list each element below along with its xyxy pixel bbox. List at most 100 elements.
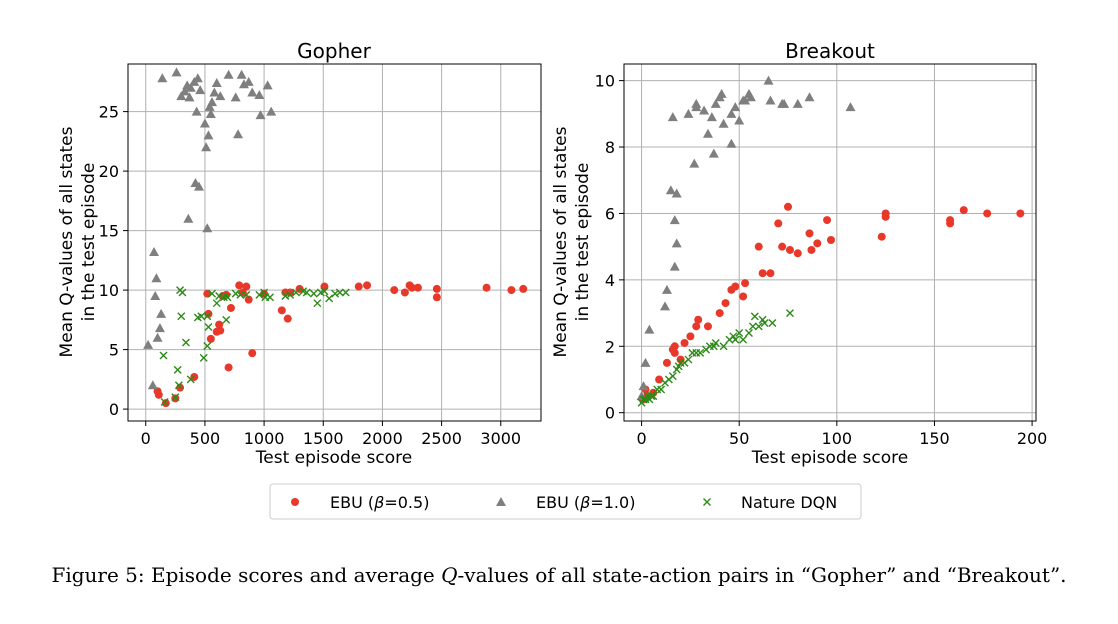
gopher-point-triangle [156, 308, 167, 318]
legend: EBU (β=0.5) EBU (β=1.0) Nature DQN [269, 483, 862, 520]
gopher-point-x [281, 292, 290, 301]
breakout-point-circle [807, 245, 816, 254]
gopher-point-triangle [223, 69, 234, 79]
breakout-point-triangle [792, 98, 803, 108]
breakout-ticks: 0 50 100 150 200 0 2 4 6 8 10 [595, 72, 1048, 448]
breakout-y-axis-label-line2: in the test episode [573, 163, 593, 322]
breakout-point-x [750, 312, 759, 321]
breakout-point-x [768, 319, 777, 328]
breakout-point-circle [721, 299, 730, 308]
breakout-point-triangle [665, 185, 676, 195]
breakout-point-triangle [765, 95, 776, 105]
gopher-point-circle [215, 320, 224, 329]
gopher-x-tick-label: 2000 [362, 429, 403, 448]
gopher-point-triangle [149, 247, 160, 257]
breakout-point-circle [741, 279, 750, 288]
gopher-point-x [197, 312, 206, 321]
breakout-point-x [739, 335, 748, 344]
breakout-point-triangle [726, 138, 737, 148]
gopher-series-x [159, 286, 350, 406]
caption-text-after: -values of all state-action pairs in “Go… [458, 563, 1067, 587]
gopher-point-circle [432, 284, 441, 293]
gopher-y-axis-label-line1: Mean Q-values of all states [57, 126, 77, 357]
breakout-point-triangle [718, 118, 729, 128]
gopher-point-triangle [195, 85, 206, 95]
breakout-point-x [692, 348, 701, 357]
gopher-x-tick-label: 1500 [303, 429, 344, 448]
gopher-point-triangle [236, 69, 247, 79]
breakout-point-triangle [644, 324, 655, 334]
breakout-point-x [735, 329, 744, 337]
breakout-y-tick-label: 2 [605, 337, 615, 356]
gopher-plot-frame [127, 63, 542, 422]
gopher-point-triangle [194, 181, 205, 191]
breakout-point-triangle [638, 381, 649, 391]
figure-caption: Figure 5: Episode scores and average Q-v… [51, 563, 1066, 587]
gopher-point-triangle [238, 79, 249, 89]
breakout-point-circle [739, 292, 748, 301]
gopher-point-triangle [204, 101, 215, 111]
gopher-point-x [160, 397, 169, 406]
breakout-point-x [748, 322, 757, 331]
breakout-point-triangle [726, 108, 737, 118]
breakout-point-x [684, 355, 693, 364]
gopher-point-x [208, 289, 217, 298]
breakout-point-circle [686, 332, 695, 341]
breakout-point-x [711, 338, 720, 347]
breakout-point-x [731, 335, 740, 344]
gopher-point-circle [154, 390, 163, 399]
breakout-point-circle [655, 375, 664, 384]
gopher-point-triangle [203, 130, 214, 140]
breakout-point-x [668, 372, 677, 381]
gopher-point-triangle [215, 91, 226, 101]
breakout-point-circle [784, 202, 793, 211]
gopher-point-circle [507, 286, 516, 295]
breakout-y-tick-label: 10 [595, 72, 615, 91]
gopher-x-tick-label: 3000 [480, 429, 521, 448]
gopher-point-triangle [151, 273, 162, 283]
legend-item: Nature DQN [703, 493, 837, 512]
breakout-point-x [760, 319, 769, 328]
gopher-ticks: 0 500 1000 1500 2000 2500 3000 0 5 10 15 20 25 [99, 103, 521, 448]
gopher-point-triangle [176, 91, 187, 101]
gopher-point-circle [226, 303, 235, 312]
breakout-point-triangle [745, 92, 756, 102]
gopher-point-x [203, 342, 212, 351]
gopher-point-x [260, 288, 269, 297]
breakout-point-circle [778, 242, 787, 251]
breakout-point-triangle [702, 128, 713, 138]
gopher-point-triangle [209, 87, 220, 97]
gopher-point-triangle [183, 213, 194, 223]
gopher-point-x [178, 288, 187, 297]
gopher-point-x [302, 288, 311, 297]
breakout-point-triangle [689, 158, 700, 168]
legend-label-text: EBU ( [536, 493, 580, 512]
gopher-point-circle [190, 372, 199, 381]
breakout-point-triangle [730, 102, 741, 112]
gopher-point-x [313, 299, 322, 308]
gopher-point-x [236, 290, 245, 299]
breakout-point-x [647, 392, 656, 401]
gopher-point-triangle [254, 89, 265, 99]
breakout-point-triangle [640, 357, 651, 367]
breakout-point-triangle [669, 261, 680, 271]
gopher-y-tick-label: 20 [99, 162, 119, 181]
breakout-point-circle [694, 315, 703, 324]
breakout-point-circle [692, 322, 701, 331]
breakout-point-x [719, 342, 728, 351]
gopher-point-x [266, 293, 275, 302]
gopher-y-tick-label: 25 [99, 103, 119, 122]
gopher-point-circle [244, 295, 253, 304]
caption-text-italic: Q [441, 563, 457, 587]
gopher-point-triangle [243, 76, 254, 86]
gopher-point-x [320, 287, 329, 296]
breakout-point-circle [774, 219, 783, 228]
breakout-point-circle [715, 309, 724, 318]
gopher-point-x [331, 289, 340, 298]
breakout-point-triangle [669, 215, 680, 225]
gopher-point-circle [224, 363, 233, 372]
breakout-point-circle [805, 229, 814, 238]
legend-box [269, 483, 862, 520]
gopher-point-triangle [205, 108, 216, 118]
